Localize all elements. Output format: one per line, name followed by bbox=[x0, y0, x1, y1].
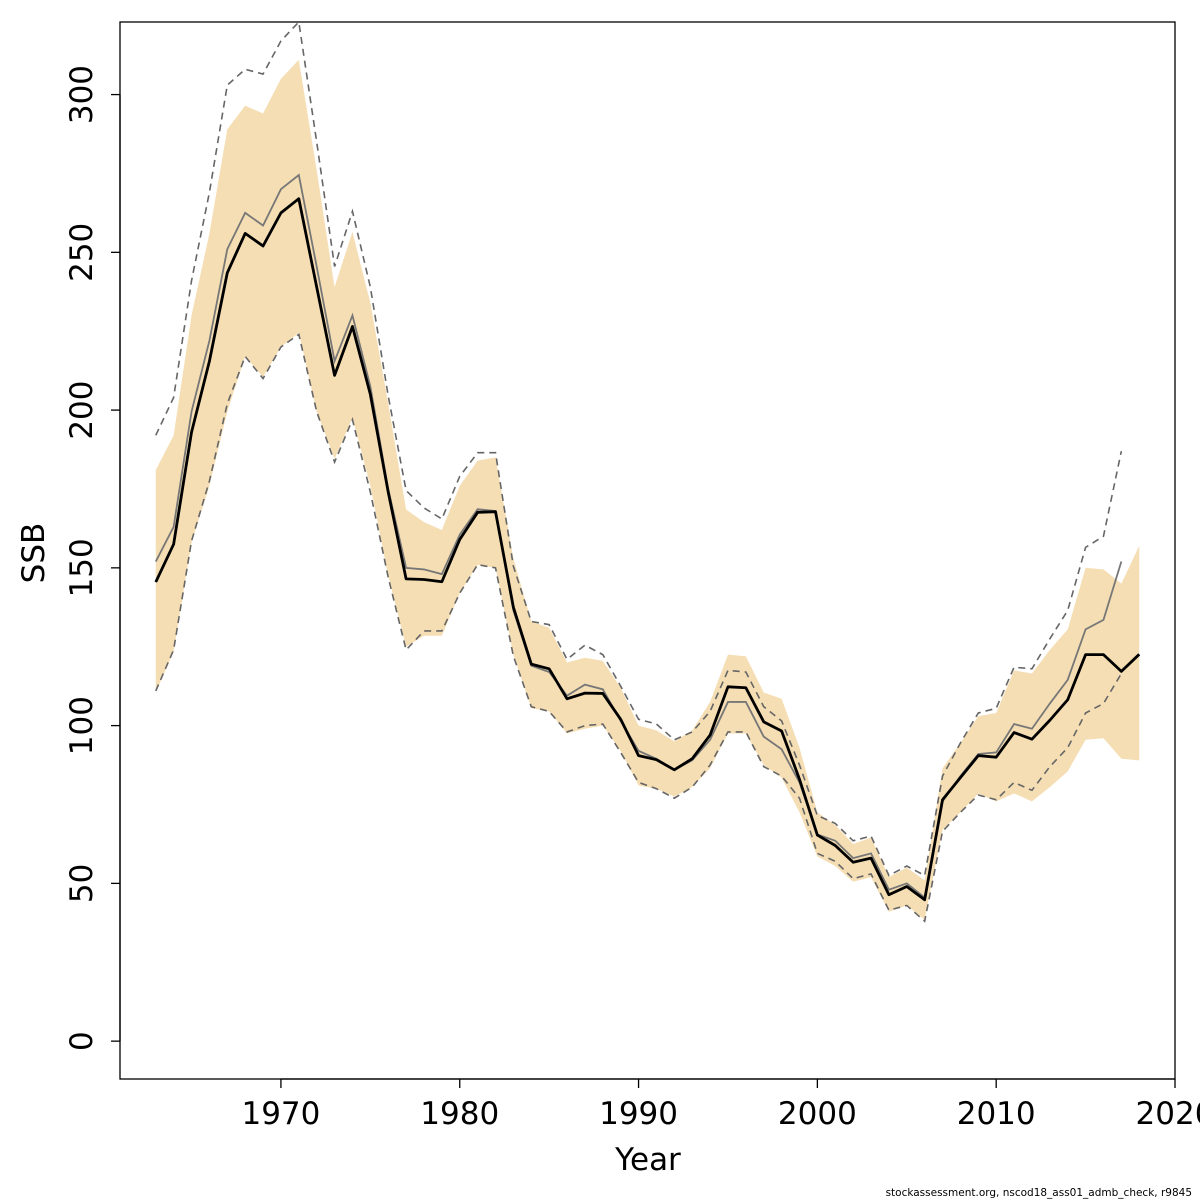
current-estimate-line bbox=[154, 197, 1141, 902]
confidence-band bbox=[155, 59, 1140, 920]
y-tick-label: 200 bbox=[64, 381, 100, 440]
x-tick-label: 1980 bbox=[420, 1096, 499, 1132]
x-tick-label: 2000 bbox=[778, 1096, 857, 1132]
plot-area bbox=[154, 20, 1141, 923]
y-tick-label: 50 bbox=[64, 864, 100, 903]
x-tick-label: 2010 bbox=[957, 1096, 1036, 1132]
y-axis-label: SSB bbox=[16, 523, 52, 584]
y-tick-label: 250 bbox=[64, 223, 100, 282]
x-axis-label: Year bbox=[614, 1142, 681, 1178]
y-tick-label: 300 bbox=[64, 65, 100, 124]
footer-caption: stockassessment.org, nscod18_ass01_admb_… bbox=[885, 1187, 1192, 1199]
y-tick-label: 150 bbox=[64, 538, 100, 597]
x-tick-label: 1990 bbox=[599, 1096, 678, 1132]
previous-ci-upper-line bbox=[155, 20, 1123, 877]
previous-ci-lower-line bbox=[155, 333, 1123, 923]
y-tick-label: 100 bbox=[64, 696, 100, 755]
x-tick-label: 1970 bbox=[241, 1096, 320, 1132]
y-tick-label: 0 bbox=[64, 1031, 100, 1051]
